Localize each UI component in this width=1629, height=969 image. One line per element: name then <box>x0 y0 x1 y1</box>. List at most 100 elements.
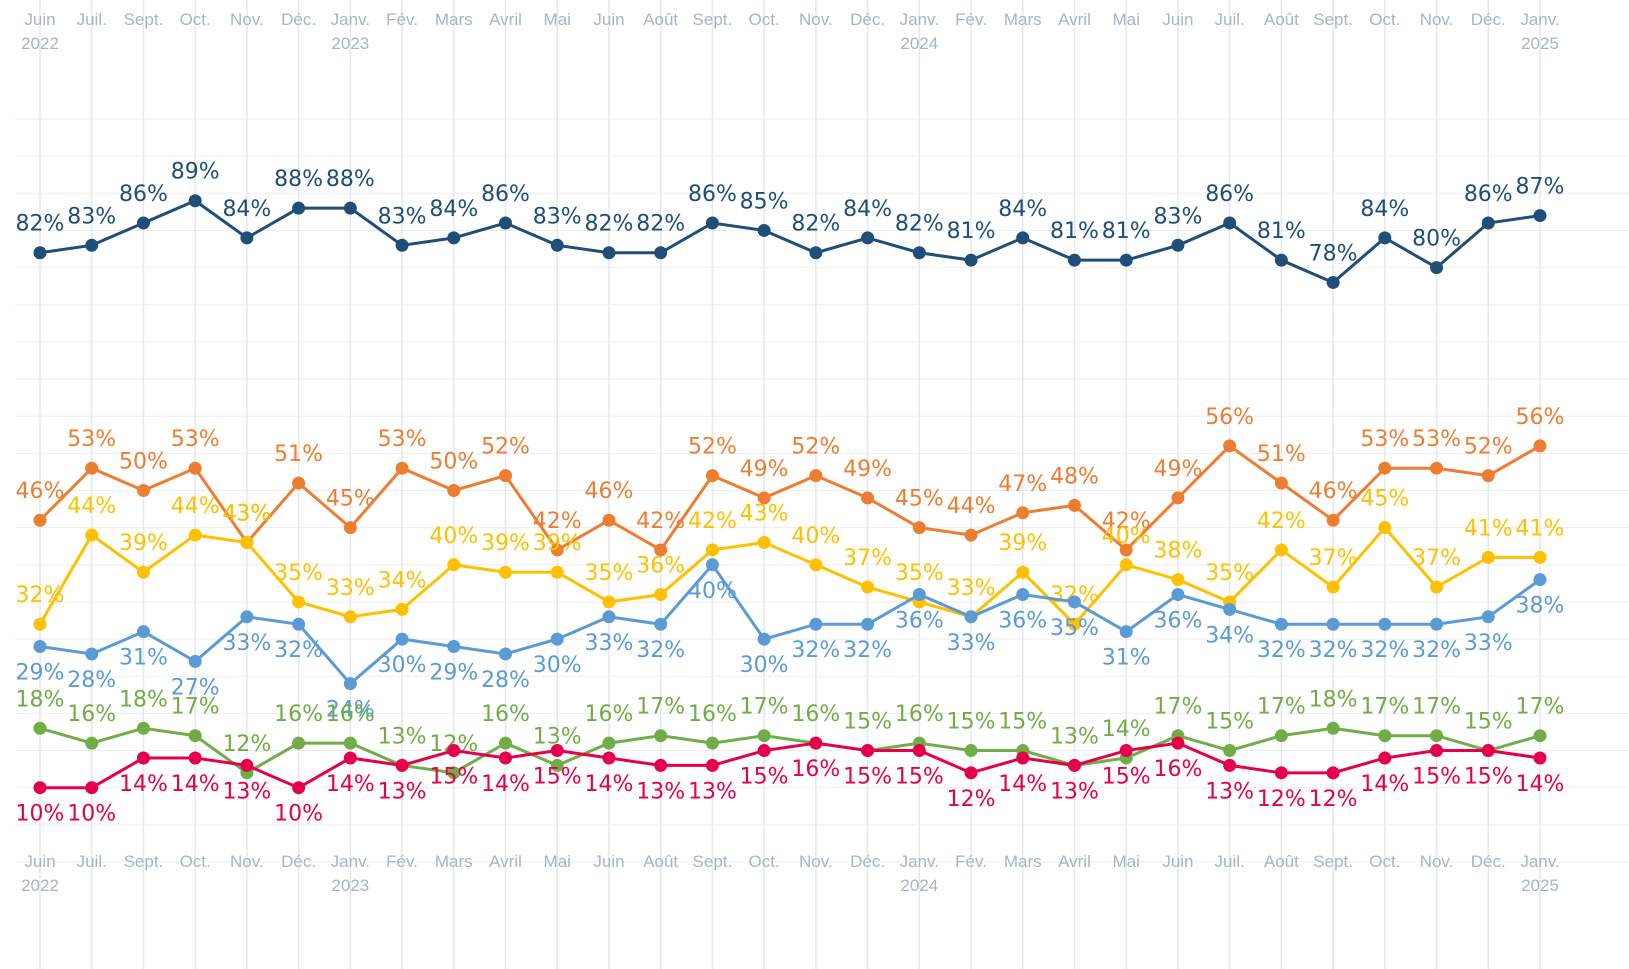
data-label: 42% <box>688 509 737 534</box>
data-point <box>33 246 47 260</box>
data-label: 15% <box>947 710 996 735</box>
x-tick-label: Juil. <box>1214 10 1245 29</box>
data-point <box>912 246 926 260</box>
data-label: 78% <box>1309 241 1358 266</box>
data-label: 15% <box>429 765 478 790</box>
data-label: 13% <box>378 779 427 804</box>
data-point <box>33 721 47 735</box>
x-tick-label: Juil. <box>1214 852 1245 871</box>
data-point <box>85 461 99 475</box>
data-label: 32% <box>274 638 323 663</box>
data-point <box>1533 573 1547 587</box>
data-label: 16% <box>1153 757 1202 782</box>
x-tick-label: Déc. <box>1470 10 1506 29</box>
data-label: 84% <box>1360 197 1409 222</box>
data-label: 16% <box>688 702 737 727</box>
data-label: 35% <box>1205 561 1254 586</box>
data-label: 52% <box>1464 435 1513 460</box>
data-point <box>861 744 875 758</box>
data-label: 16% <box>791 702 840 727</box>
data-point <box>1326 721 1340 735</box>
data-point <box>1119 543 1133 557</box>
data-label: 13% <box>1050 724 1099 749</box>
data-label: 29% <box>16 661 65 686</box>
x-tick-label: Janv. 2023 <box>330 10 371 53</box>
data-point <box>85 781 99 795</box>
x-tick-label: Sept. <box>1313 852 1353 871</box>
data-point <box>1119 744 1133 758</box>
data-label: 33% <box>585 631 634 656</box>
x-tick-label: Août <box>643 10 679 29</box>
data-point <box>1430 617 1444 631</box>
data-label: 81% <box>1257 219 1306 244</box>
x-tick-label: Avril <box>1058 10 1091 29</box>
data-point <box>292 201 306 215</box>
data-label: 86% <box>1205 182 1254 207</box>
data-point <box>964 610 978 624</box>
data-point <box>550 543 564 557</box>
x-tick-label: Oct. <box>179 852 211 871</box>
data-point <box>33 513 47 527</box>
data-label: 17% <box>1153 695 1202 720</box>
data-label: 10% <box>16 802 65 827</box>
data-label: 31% <box>1102 646 1151 671</box>
data-label: 43% <box>222 502 271 527</box>
x-tick-label: Mai <box>1112 852 1140 871</box>
data-point <box>1171 238 1185 252</box>
x-tick-label: Oct. <box>1369 852 1401 871</box>
data-label: 32% <box>16 583 65 608</box>
data-point <box>602 736 616 750</box>
data-point <box>757 536 771 550</box>
data-point <box>912 744 926 758</box>
data-point <box>1430 461 1444 475</box>
data-point <box>447 744 461 758</box>
x-tick-label: Mai <box>543 10 571 29</box>
data-label: 82% <box>636 212 685 237</box>
data-label: 36% <box>636 554 685 579</box>
data-label: 32% <box>1257 638 1306 663</box>
x-tick-label: Nov. <box>230 852 264 871</box>
data-label: 30% <box>378 653 427 678</box>
data-label: 38% <box>1153 539 1202 564</box>
data-point <box>1067 595 1081 609</box>
data-point <box>136 751 150 765</box>
data-point <box>1326 766 1340 780</box>
data-label: 16% <box>67 702 116 727</box>
data-point <box>1274 253 1288 267</box>
data-label: 37% <box>1309 546 1358 571</box>
data-point <box>33 640 47 654</box>
data-label: 45% <box>1360 487 1409 512</box>
data-point <box>240 231 254 245</box>
data-label: 15% <box>843 765 892 790</box>
data-label: 49% <box>1153 457 1202 482</box>
data-point <box>654 588 668 602</box>
data-label: 53% <box>1360 427 1409 452</box>
data-label: 32% <box>791 638 840 663</box>
data-point <box>550 565 564 579</box>
x-tick-label: Janv. 2023 <box>330 852 371 895</box>
data-label: 33% <box>222 631 271 656</box>
data-label: 29% <box>429 661 478 686</box>
data-label: 35% <box>895 561 944 586</box>
x-tick-label: Oct. <box>748 852 780 871</box>
data-point <box>188 654 202 668</box>
x-tick-label: Janv. 2024 <box>899 852 939 895</box>
data-label: 15% <box>533 765 582 790</box>
x-tick-label: Fév. <box>386 852 418 871</box>
data-label: 35% <box>1050 616 1099 641</box>
data-point <box>602 595 616 609</box>
data-label: 39% <box>998 531 1047 556</box>
data-label: 33% <box>326 576 375 601</box>
data-point <box>654 617 668 631</box>
data-label: 53% <box>1412 427 1461 452</box>
data-point <box>705 558 719 572</box>
data-label: 51% <box>274 442 323 467</box>
x-tick-label: Sept. <box>123 852 164 871</box>
data-point <box>1481 550 1495 564</box>
data-label: 16% <box>274 702 323 727</box>
data-label: 15% <box>998 710 1047 735</box>
data-point <box>602 246 616 260</box>
data-point <box>395 758 409 772</box>
data-point <box>447 766 461 780</box>
